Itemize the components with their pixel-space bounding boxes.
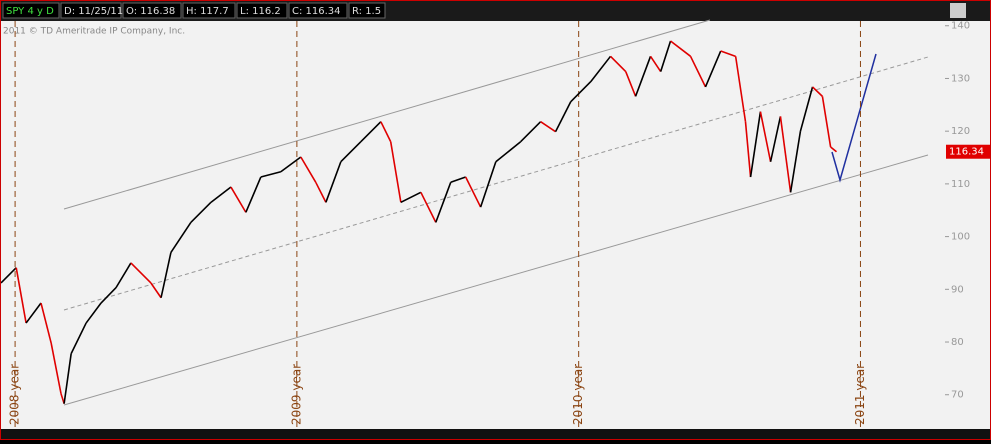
price-segment <box>25 302 42 324</box>
price-segment <box>821 96 832 148</box>
price-segment <box>315 181 327 203</box>
x-tick-label: 2010 year <box>571 364 585 425</box>
price-segment <box>704 50 722 88</box>
header-text: D: 11/25/11 <box>64 6 123 17</box>
price-segment <box>40 302 52 344</box>
price-segment <box>245 176 262 213</box>
header: SPY 4 y D D: 11/25/11 O: 116.38 H: 117.7 L: … <box>2 2 386 19</box>
price-segment <box>812 86 823 97</box>
header-box <box>2 2 60 19</box>
y-tick-label: 70 <box>951 390 964 401</box>
price-segment <box>340 141 362 163</box>
price-segment <box>325 161 342 203</box>
price-segment <box>389 141 402 203</box>
price-segment <box>769 116 782 162</box>
price-segment <box>734 56 747 122</box>
button[interactable] <box>950 3 966 18</box>
price-segment <box>130 262 152 284</box>
price-segment <box>170 221 192 253</box>
price-segment <box>659 40 672 72</box>
price-segment <box>85 302 102 324</box>
y-tick-label: 90 <box>951 284 964 295</box>
price-segment <box>759 111 772 162</box>
header-box <box>288 2 348 19</box>
header-box <box>60 2 122 19</box>
x-tick-label: 2009 year <box>289 364 303 425</box>
price-segment <box>160 252 172 298</box>
y-tick-label: 120 <box>951 126 970 137</box>
price-segment <box>260 170 282 178</box>
price-segment <box>830 146 838 153</box>
header-box <box>348 2 386 19</box>
x-tick-label: 2011 year <box>853 364 867 425</box>
price-segment <box>15 267 27 324</box>
projection-arrow <box>831 53 877 183</box>
y-tick-label: 110 <box>951 179 970 190</box>
price-segment <box>495 141 522 163</box>
y-tick-label: 80 <box>951 337 964 348</box>
price-segment <box>0 267 17 284</box>
price-segment <box>789 131 802 193</box>
plot-area <box>1 21 945 429</box>
channel-upper <box>63 19 711 210</box>
y-tick-label: 130 <box>951 73 970 84</box>
y-axis-area <box>945 21 990 429</box>
header-text: C: 116.34 <box>292 6 341 17</box>
x-tick-label: 2008 year <box>8 364 22 425</box>
header-box <box>236 2 288 19</box>
price-segment <box>115 262 132 289</box>
header-text: R: 1.5 <box>352 6 381 17</box>
price-segment <box>624 71 637 97</box>
price-segment <box>230 186 247 213</box>
price-segment <box>300 156 317 183</box>
price-segment <box>540 121 557 133</box>
price-segment <box>520 121 542 143</box>
price-segment <box>570 81 592 103</box>
footer-bar <box>1 429 990 439</box>
price-segment <box>100 287 117 304</box>
price-segment <box>689 55 707 88</box>
y-tick-label: 140 <box>951 21 970 32</box>
price-segment <box>720 50 736 58</box>
channel-lower <box>63 154 929 406</box>
price-tag-label: 116.34 <box>949 147 984 158</box>
price-segment <box>380 121 392 143</box>
header-box <box>122 2 182 19</box>
price-segment <box>450 176 466 184</box>
price-segment <box>50 342 62 394</box>
price-segment <box>799 86 814 132</box>
price-segment <box>190 201 212 223</box>
price-segment <box>464 176 482 208</box>
price-segment <box>744 121 752 178</box>
header-text: SPY 4 y D <box>6 6 54 17</box>
header-text: O: 116.38 <box>126 6 175 17</box>
price-segment <box>609 55 627 73</box>
header-text: H: 117.7 <box>186 6 229 17</box>
copyright: 2011 © TD Ameritrade IP Company, Inc. <box>3 27 185 37</box>
price-segment <box>400 191 422 204</box>
price-segment <box>70 322 87 354</box>
header-text: L: 116.2 <box>240 6 281 17</box>
price-segment <box>779 116 792 193</box>
price-segment <box>749 111 762 178</box>
price-segment <box>210 186 232 203</box>
price-segment <box>360 121 382 143</box>
price-segment <box>420 191 437 223</box>
price-segment <box>280 156 302 173</box>
price-tag <box>946 144 990 159</box>
price-segment <box>63 353 72 404</box>
price-segment <box>590 55 612 83</box>
price-segment <box>554 101 572 133</box>
price-segment <box>150 282 162 299</box>
price-segment <box>670 40 692 57</box>
header-box <box>182 2 236 19</box>
y-tick-label: 100 <box>951 232 970 243</box>
price-segment <box>634 56 652 97</box>
price-segment <box>435 182 452 223</box>
price-segment <box>479 161 497 208</box>
price-segment <box>649 55 662 73</box>
channel-middle <box>63 56 929 311</box>
